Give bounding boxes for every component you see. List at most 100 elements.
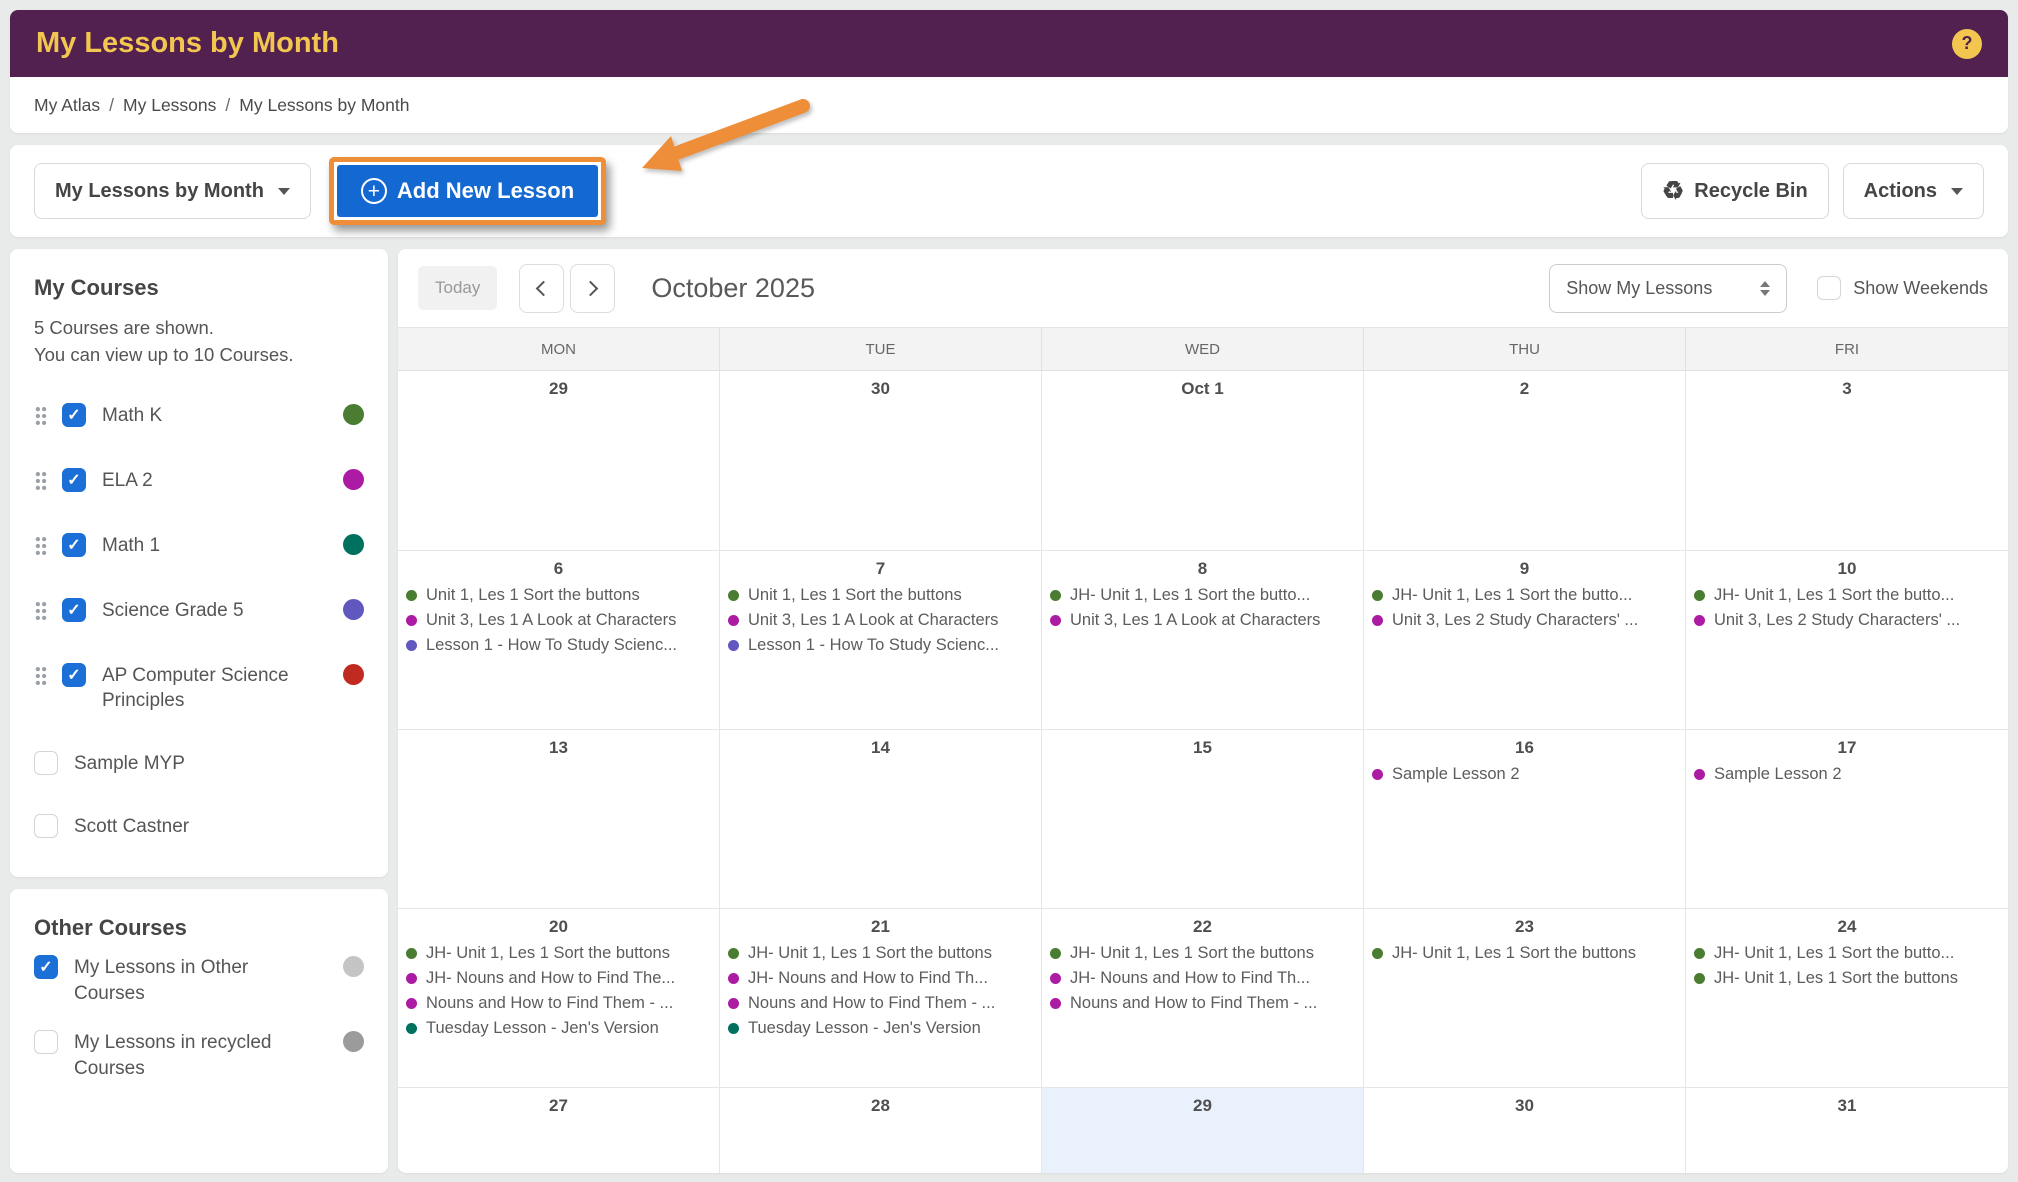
calendar-day-cell[interactable]: 28 [720, 1088, 1042, 1173]
toolbar-right: ♻ Recycle Bin Actions [1640, 163, 1984, 219]
calendar-event[interactable]: JH- Unit 1, Les 1 Sort the butto... [1050, 583, 1357, 608]
calendar-day-cell[interactable]: 10 JH- Unit 1, Les 1 Sort the butto... U… [1686, 551, 2008, 729]
calendar-event[interactable]: JH- Unit 1, Les 1 Sort the butto... [1694, 583, 2002, 608]
other-course-color-dot [343, 956, 364, 977]
calendar-day-cell[interactable]: 9 JH- Unit 1, Les 1 Sort the butto... Un… [1364, 551, 1686, 729]
actions-button[interactable]: Actions [1842, 163, 1984, 219]
calendar-day-cell[interactable]: 30 [1364, 1088, 1686, 1173]
course-checkbox[interactable] [62, 532, 86, 557]
drag-handle-icon[interactable] [34, 536, 48, 561]
course-checkbox[interactable] [34, 750, 58, 775]
day-number: 7 [875, 559, 886, 578]
course-row: Science Grade 5 [34, 597, 364, 626]
calendar-event[interactable]: Unit 3, Les 1 A Look at Characters [406, 608, 713, 633]
calendar-event[interactable]: Lesson 1 - How To Study Scienc... [406, 633, 713, 658]
calendar-day-cell[interactable]: 24 JH- Unit 1, Les 1 Sort the butto... J… [1686, 909, 2008, 1087]
calendar-event[interactable]: Lesson 1 - How To Study Scienc... [728, 633, 1035, 658]
calendar-day-cell[interactable]: 29 [1042, 1088, 1364, 1173]
calendar-panel: Today October 2025 Show My Lessons Show … [398, 249, 2008, 1173]
calendar-day-cell[interactable]: 17 Sample Lesson 2 [1686, 730, 2008, 908]
calendar-event[interactable]: Sample Lesson 2 [1372, 762, 1679, 787]
calendar-day-cell[interactable]: 2 [1364, 371, 1686, 550]
recycle-bin-button[interactable]: ♻ Recycle Bin [1640, 163, 1829, 219]
event-color-dot [1050, 973, 1061, 984]
drag-handle-icon[interactable] [34, 406, 48, 431]
calendar-event[interactable]: JH- Unit 1, Les 1 Sort the butto... [1372, 583, 1679, 608]
calendar-event[interactable]: JH- Nouns and How to Find Th... [728, 966, 1035, 991]
calendar-day-cell[interactable]: 21 JH- Unit 1, Les 1 Sort the buttons JH… [720, 909, 1042, 1087]
calendar-day-cell[interactable]: 20 JH- Unit 1, Les 1 Sort the buttons JH… [398, 909, 720, 1087]
event-title: Lesson 1 - How To Study Scienc... [426, 636, 677, 654]
calendar-header-right: Show My Lessons Show Weekends [1549, 263, 1988, 313]
drag-handle-icon[interactable] [34, 471, 48, 496]
other-course-label: My Lessons in recycled Courses [74, 1032, 272, 1079]
help-icon[interactable]: ? [1952, 28, 1982, 59]
add-new-lesson-button[interactable]: + Add New Lesson [336, 165, 599, 217]
calendar-event[interactable]: Nouns and How to Find Them - ... [1050, 991, 1357, 1016]
calendar-event[interactable]: Tuesday Lesson - Jen's Version [728, 1016, 1035, 1041]
show-weekends-checkbox[interactable] [1817, 276, 1842, 300]
drag-handle-icon[interactable] [34, 666, 48, 691]
calendar-day-cell[interactable]: Oct 1 [1042, 371, 1364, 550]
calendar-week-row: 6 Unit 1, Les 1 Sort the buttons Unit 3,… [398, 550, 2008, 729]
calendar-day-cell[interactable]: 14 [720, 730, 1042, 908]
breadcrumb-item-my-atlas[interactable]: My Atlas [34, 94, 101, 115]
breadcrumb-item-my-lessons[interactable]: My Lessons [123, 94, 217, 115]
show-weekends-toggle[interactable]: Show Weekends [1817, 276, 1988, 300]
calendar-event[interactable]: JH- Nouns and How to Find Th... [1050, 966, 1357, 991]
caret-down-icon [1951, 187, 1963, 195]
event-color-dot [728, 640, 739, 651]
calendar-event[interactable]: Unit 1, Les 1 Sort the buttons [728, 583, 1035, 608]
calendar-event[interactable]: Unit 3, Les 1 A Look at Characters [1050, 608, 1357, 633]
drag-handle-icon[interactable] [34, 601, 48, 626]
calendar-day-cell[interactable]: 7 Unit 1, Les 1 Sort the buttons Unit 3,… [720, 551, 1042, 729]
course-color-dot [343, 533, 364, 555]
calendar-event[interactable]: JH- Unit 1, Les 1 Sort the buttons [406, 941, 713, 966]
day-events [1686, 1116, 2008, 1120]
other-course-checkbox[interactable] [34, 955, 58, 979]
event-title: Nouns and How to Find Them - ... [426, 994, 674, 1012]
calendar-event[interactable]: Nouns and How to Find Them - ... [728, 991, 1035, 1016]
today-button[interactable]: Today [418, 266, 498, 310]
calendar-event[interactable]: Tuesday Lesson - Jen's Version [406, 1016, 713, 1041]
calendar-event[interactable]: Unit 3, Les 1 A Look at Characters [728, 608, 1035, 633]
calendar-event[interactable]: Unit 1, Les 1 Sort the buttons [406, 583, 713, 608]
day-number: 23 [1515, 917, 1534, 936]
calendar-day-cell[interactable]: 16 Sample Lesson 2 [1364, 730, 1686, 908]
calendar-event[interactable]: Unit 3, Les 2 Study Characters' ... [1372, 608, 1679, 633]
calendar-event[interactable]: JH- Unit 1, Les 1 Sort the buttons [1694, 966, 2002, 991]
event-title: Unit 3, Les 2 Study Characters' ... [1392, 611, 1639, 629]
calendar-event[interactable]: JH- Unit 1, Les 1 Sort the butto... [1694, 941, 2002, 966]
calendar-event[interactable]: Sample Lesson 2 [1694, 762, 2002, 787]
other-course-checkbox[interactable] [34, 1030, 58, 1055]
calendar-day-cell[interactable]: 30 [720, 371, 1042, 550]
course-checkbox[interactable] [62, 402, 86, 427]
calendar-day-cell[interactable]: 22 JH- Unit 1, Les 1 Sort the buttons JH… [1042, 909, 1364, 1087]
view-selector-dropdown[interactable]: My Lessons by Month [34, 163, 311, 219]
calendar-day-cell[interactable]: 27 [398, 1088, 720, 1173]
calendar-day-cell[interactable]: 3 [1686, 371, 2008, 550]
course-checkbox[interactable] [62, 467, 86, 492]
calendar-day-cell[interactable]: 13 [398, 730, 720, 908]
next-month-button[interactable] [570, 263, 616, 313]
calendar-event[interactable]: JH- Unit 1, Les 1 Sort the buttons [1050, 941, 1357, 966]
course-checkbox[interactable] [62, 597, 86, 622]
calendar-event[interactable]: Nouns and How to Find Them - ... [406, 991, 713, 1016]
my-courses-subtitle-2: You can view up to 10 Courses. [34, 343, 294, 365]
calendar-event[interactable]: Unit 3, Les 2 Study Characters' ... [1694, 608, 2002, 633]
calendar-event[interactable]: JH- Unit 1, Les 1 Sort the buttons [728, 941, 1035, 966]
calendar-day-cell[interactable]: 6 Unit 1, Les 1 Sort the buttons Unit 3,… [398, 551, 720, 729]
day-number: 21 [871, 917, 890, 936]
prev-month-button[interactable] [519, 263, 565, 313]
calendar-day-cell[interactable]: 23 JH- Unit 1, Les 1 Sort the buttons [1364, 909, 1686, 1087]
course-checkbox[interactable] [62, 662, 86, 687]
calendar-event[interactable]: JH- Unit 1, Les 1 Sort the buttons [1372, 941, 1679, 966]
calendar-day-cell[interactable]: 15 [1042, 730, 1364, 908]
calendar-day-cell[interactable]: 31 [1686, 1088, 2008, 1173]
calendar-day-cell[interactable]: 29 [398, 371, 720, 550]
course-checkbox[interactable] [34, 813, 58, 838]
lesson-filter-select[interactable]: Show My Lessons [1549, 263, 1788, 313]
calendar-day-cell[interactable]: 8 JH- Unit 1, Les 1 Sort the butto... Un… [1042, 551, 1364, 729]
calendar-event[interactable]: JH- Nouns and How to Find The... [406, 966, 713, 991]
day-events [1042, 1116, 1363, 1120]
